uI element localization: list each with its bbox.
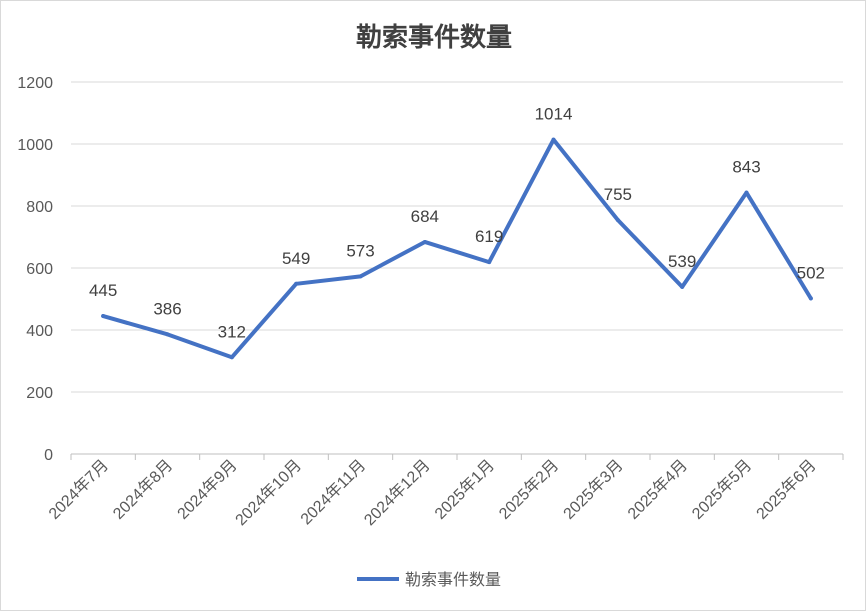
data-label: 1014 [535,105,573,124]
x-tick-label: 2025年4月 [624,456,691,523]
series-group [101,137,813,360]
data-point [487,260,492,265]
data-label: 619 [475,227,503,246]
data-point [229,355,234,360]
data-point [165,332,170,337]
y-tick-label: 0 [44,447,53,464]
x-tick-label: 2024年12月 [361,456,434,529]
chart-title: 勒索事件数量 [356,23,512,53]
y-tick-label: 200 [26,385,53,402]
data-point [744,190,749,195]
x-tick-label: 2025年2月 [496,456,563,523]
data-point [808,296,813,301]
series-line [101,137,813,360]
data-point [680,284,685,289]
x-tick-label: 2024年9月 [174,456,241,523]
data-label: 386 [153,299,181,318]
data-label: 549 [282,249,310,268]
data-point [358,274,363,279]
data-label: 573 [346,241,374,260]
x-tick-label: 2025年1月 [431,456,498,523]
x-tick-label: 2025年5月 [689,456,756,523]
data-point [101,314,106,319]
y-tick-label: 600 [26,261,53,278]
x-tick-label: 2024年11月 [297,456,369,528]
y-tick-label: 1200 [17,75,53,92]
y-axis-ticks: 0 200 400 600 800 1000 1200 [17,75,53,464]
data-point [422,239,427,244]
data-label: 445 [89,281,117,300]
x-tick-label: 2024年10月 [232,456,305,529]
x-axis: 2024年7月2024年8月2024年9月2024年10月2024年11月202… [45,454,844,529]
data-label: 684 [411,207,439,226]
y-tick-label: 1000 [17,137,53,154]
data-point [294,281,299,286]
data-label: 502 [797,263,825,282]
y-tick-label: 800 [26,199,53,216]
data-label: 755 [604,185,632,204]
data-label: 312 [218,322,246,341]
y-tick-label: 400 [26,323,53,340]
legend-label: 勒索事件数量 [405,570,501,589]
x-tick-label: 2025年6月 [753,456,820,523]
data-labels: 445 386 312 549 573 684 619 1014 755 539 843 502 [89,105,825,342]
data-point [615,217,620,222]
x-tick-label: 2024年8月 [110,456,177,523]
data-label: 539 [668,252,696,271]
data-point [551,137,556,142]
legend: 勒索事件数量 [357,570,501,589]
data-label: 843 [732,158,760,177]
x-tick-label: 2024年7月 [45,456,112,523]
gridlines [71,81,843,455]
x-tick-label: 2025年3月 [560,456,627,523]
